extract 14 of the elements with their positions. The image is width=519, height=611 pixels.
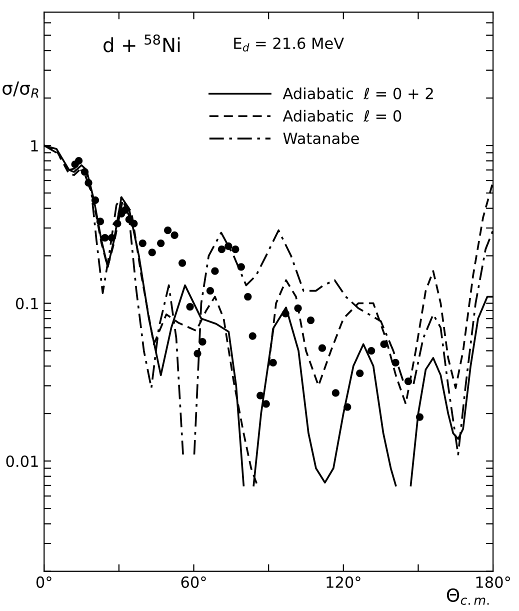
x-tick-label: 120° — [326, 576, 360, 588]
x-tick-label: 180° — [476, 576, 510, 588]
x-tick-label: 60° — [181, 576, 206, 588]
legend-label: Adiabatic ℓ = 0 — [282, 110, 402, 122]
y-tick-label: 1 — [31, 140, 38, 152]
legend-label: Adiabatic ℓ = 0 + 2 — [282, 87, 433, 100]
legend-label: Watanabe — [283, 132, 359, 144]
text: d + $^{58}$Ni — [104, 34, 180, 52]
y-tick-label: 0.1 — [16, 298, 38, 310]
x-axis-title: Θ$_{c.m.}$ — [446, 588, 489, 605]
y-tick-label: 0.01 — [6, 455, 38, 468]
text: E$_{d}$ = 21.6 MeV — [234, 38, 344, 52]
y-axis-title: σ/σ$_{R}$ — [2, 82, 38, 98]
x-tick-label: 0° — [36, 576, 52, 588]
